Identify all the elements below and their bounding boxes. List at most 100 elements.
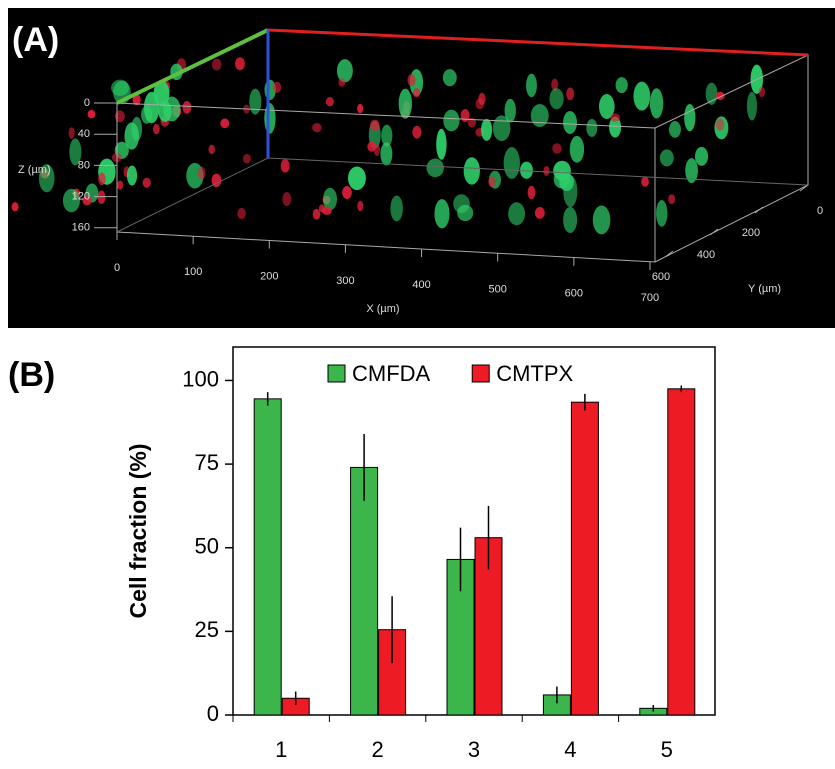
x-tick-label: 0 (114, 262, 120, 274)
box-edges (116, 28, 809, 263)
x-tick-label: 300 (336, 275, 354, 287)
y-tick-label: 400 (697, 249, 715, 261)
cell (412, 125, 422, 139)
cell (566, 87, 575, 101)
cell (526, 73, 537, 98)
cell (142, 177, 151, 188)
cell (338, 78, 346, 87)
y-tick-label: 50 (195, 534, 219, 559)
cell (237, 207, 246, 220)
z-tick-label: 160 (72, 222, 90, 234)
x-tick-label: 100 (184, 266, 202, 278)
cell (69, 138, 82, 166)
cell (563, 206, 578, 233)
cell (347, 166, 366, 191)
x-tick-label: 1 (275, 737, 287, 762)
cell (249, 88, 262, 115)
cell (336, 59, 353, 83)
cell (527, 185, 536, 200)
cell (234, 57, 245, 71)
x-tick-label: 3 (468, 737, 480, 762)
cell (312, 123, 322, 133)
cell (530, 103, 549, 128)
y-tick (664, 250, 674, 258)
cell-blobs (11, 57, 766, 235)
y-tick-label: 25 (195, 617, 219, 642)
x-tick-label: 200 (260, 270, 278, 282)
cell (504, 98, 516, 123)
cell (460, 109, 470, 123)
bar (667, 388, 696, 716)
cell (467, 117, 477, 128)
cell (563, 110, 578, 135)
cell (68, 127, 75, 139)
cell (38, 164, 55, 193)
cell (715, 118, 725, 131)
cell (11, 202, 19, 212)
y-tick-label: 100 (182, 366, 219, 391)
x-tick-label: 400 (412, 279, 430, 291)
cell (370, 119, 380, 131)
y-tick (709, 228, 719, 236)
cell (551, 78, 559, 91)
cell (62, 188, 80, 213)
cell (592, 205, 611, 235)
cell (282, 192, 292, 207)
cell (87, 109, 96, 119)
cell (649, 88, 664, 119)
cell (520, 161, 533, 179)
cell (443, 109, 460, 132)
cell (117, 180, 124, 190)
cell (342, 185, 352, 200)
cell (182, 101, 192, 114)
cell (492, 115, 511, 141)
cell (272, 81, 282, 93)
cell (312, 208, 321, 220)
cell (508, 202, 526, 226)
y-axis-title: Y (µm) (748, 283, 781, 295)
cell (325, 96, 334, 107)
cell (563, 175, 578, 208)
y-tick-label: 200 (742, 227, 760, 239)
y-tick (799, 184, 809, 192)
cell (668, 121, 681, 138)
cell (659, 149, 674, 167)
cell (481, 118, 493, 141)
cell (211, 58, 222, 71)
panel-label: (B) (8, 356, 55, 394)
cell (685, 158, 698, 184)
cell (543, 166, 550, 176)
cell (98, 172, 106, 186)
bar (350, 466, 379, 716)
cell (684, 103, 696, 132)
cell (242, 153, 251, 164)
cell (758, 86, 766, 98)
cell (656, 199, 668, 227)
panel-label: (A) (12, 21, 59, 59)
x-tick-label: 4 (564, 737, 576, 762)
cell (569, 135, 585, 163)
cell (434, 199, 450, 229)
cell (163, 96, 181, 122)
cell (381, 124, 393, 147)
legend-label: CMTPX (496, 361, 573, 386)
z-tick-label: 120 (72, 191, 90, 203)
cell (390, 195, 403, 222)
cell (357, 103, 364, 114)
cell (197, 166, 206, 180)
x-tick-label: 2 (371, 737, 383, 762)
cell (220, 118, 230, 129)
cell (380, 142, 393, 166)
cell (132, 94, 141, 106)
cell (436, 128, 447, 160)
y-tick-label: 600 (652, 271, 670, 283)
cell (373, 143, 381, 156)
cell (553, 160, 571, 181)
cell (746, 91, 757, 121)
cell (552, 143, 562, 154)
cell (323, 187, 337, 211)
cell (478, 92, 486, 105)
x-tick-label: 5 (661, 737, 673, 762)
cell (609, 116, 622, 138)
cell (633, 81, 651, 111)
